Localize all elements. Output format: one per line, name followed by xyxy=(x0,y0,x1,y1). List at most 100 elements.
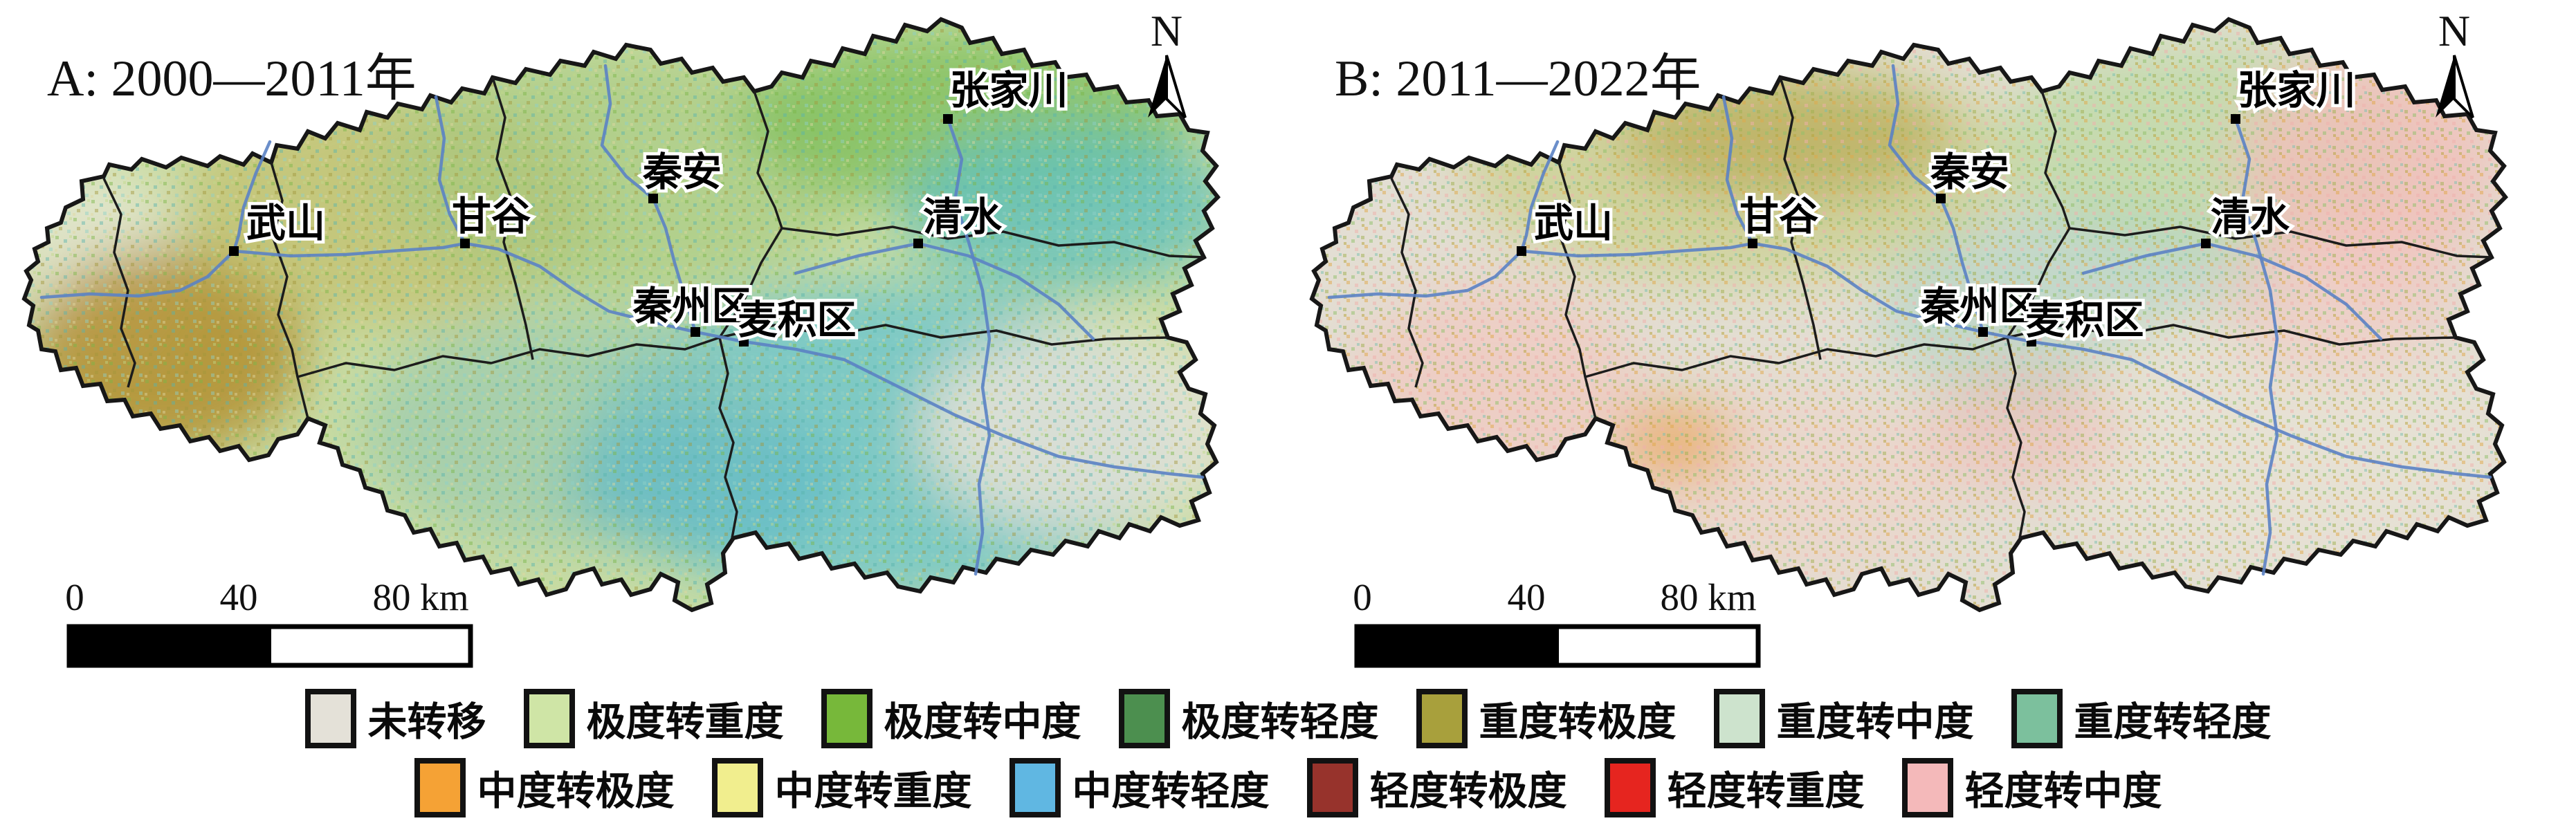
city-markers-a: 武山 甘谷 秦安 张家川 清水 秦州区 麦积区 xyxy=(229,66,1071,346)
city-dot-qinan xyxy=(1936,194,1946,203)
legend-label: 轻度转重度 xyxy=(1667,770,1865,813)
legend-swatch xyxy=(1009,758,1061,817)
city-dot-qinan xyxy=(648,194,658,203)
north-arrow-a: N xyxy=(1148,6,1187,119)
legend-item: 中度转轻度 xyxy=(1009,758,1270,817)
city-markers-b: 武山 甘谷 秦安 张家川 清水 秦州区 麦积区 xyxy=(1517,66,2359,346)
scale-tick-80: 80 km xyxy=(372,576,468,618)
panel-b-title: B: 2011—2022年 xyxy=(1335,50,1701,107)
legend-swatch xyxy=(2011,689,2063,748)
scale-tick-0: 0 xyxy=(1353,576,1372,618)
rivers-a xyxy=(39,64,1205,576)
scale-bar-black-segment xyxy=(1357,627,1559,665)
legend-swatch xyxy=(1901,758,1953,817)
legend-swatch xyxy=(1118,689,1170,748)
north-arrow-b: N xyxy=(2436,6,2474,119)
city-label-qinan: 秦安 xyxy=(1930,151,2009,194)
legend-label: 极度转重度 xyxy=(586,701,784,744)
north-label: N xyxy=(2438,6,2470,55)
panel-a-title: A: 2000—2011年 xyxy=(47,50,417,107)
scale-bar-a: 0 40 80 km xyxy=(65,576,473,668)
city-dot-gangu xyxy=(1748,239,1757,248)
legend-item: 重度转中度 xyxy=(1713,689,1974,748)
legend-label: 中度转轻度 xyxy=(1072,770,1270,813)
north-arrow-right-half xyxy=(1165,55,1187,119)
legend-item: 重度转极度 xyxy=(1416,689,1677,748)
legend-label: 中度转重度 xyxy=(774,770,972,813)
city-label-gangu: 甘谷 xyxy=(1739,195,1818,239)
city-label-maiji: 麦积区 xyxy=(2026,299,2144,342)
city-dot-qingshui xyxy=(913,239,923,248)
legend: 未转移 极度转重度 极度转中度 极度转轻度 重度转极度 重度转中度 重度转轻度 xyxy=(0,674,2576,832)
legend-item: 轻度转极度 xyxy=(1306,758,1567,817)
legend-label: 轻度转极度 xyxy=(1369,770,1567,813)
city-dot-gangu xyxy=(460,239,470,248)
legend-item: 极度转中度 xyxy=(821,689,1081,748)
city-label-wushan: 武山 xyxy=(1534,202,1613,246)
legend-swatch xyxy=(821,689,873,748)
legend-item: 未转移 xyxy=(304,689,486,748)
legend-label: 极度转中度 xyxy=(884,701,1081,744)
legend-swatch xyxy=(304,689,356,748)
city-dot-maiji xyxy=(739,337,749,346)
city-dot-qinzhou xyxy=(1978,327,1988,337)
city-label-wushan: 武山 xyxy=(246,202,325,246)
legend-item: 极度转轻度 xyxy=(1118,689,1379,748)
legend-item: 极度转重度 xyxy=(523,689,784,748)
scale-tick-40: 40 xyxy=(1508,576,1546,618)
legend-swatch xyxy=(1604,758,1656,817)
legend-item: 中度转极度 xyxy=(414,758,675,817)
city-label-gangu: 甘谷 xyxy=(452,195,531,239)
scale-tick-80: 80 km xyxy=(1660,576,1756,618)
legend-item: 中度转重度 xyxy=(711,758,972,817)
legend-item: 轻度转中度 xyxy=(1901,758,2162,817)
legend-swatch xyxy=(414,758,466,817)
city-label-qinan: 秦安 xyxy=(642,151,722,194)
scale-tick-0: 0 xyxy=(65,576,84,618)
legend-swatch xyxy=(1416,689,1468,748)
map-texture-a xyxy=(24,19,1218,610)
legend-item: 重度转轻度 xyxy=(2011,689,2272,748)
scale-bar-black-segment xyxy=(69,627,271,665)
city-dot-maiji xyxy=(2027,337,2036,346)
north-arrow-left-half xyxy=(2436,55,2454,118)
city-dot-qingshui xyxy=(2201,239,2211,248)
legend-label: 轻度转中度 xyxy=(1964,770,2162,813)
legend-label: 重度转轻度 xyxy=(2074,701,2272,744)
north-label: N xyxy=(1151,6,1182,55)
city-label-zhangjiachuan: 张家川 xyxy=(950,69,1068,113)
north-arrow-right-half xyxy=(2453,55,2474,119)
city-dot-wushan xyxy=(1517,246,1526,256)
city-label-qingshui: 清水 xyxy=(2211,196,2290,239)
city-dot-zhangjiachuan xyxy=(2231,114,2240,124)
scale-bar-b: 0 40 80 km xyxy=(1353,576,1761,668)
map-panel-b: 武山 甘谷 秦安 张家川 清水 秦州区 麦积区 B: 2011—2022年 N … xyxy=(1288,6,2576,668)
legend-swatch xyxy=(523,689,575,748)
city-label-qinzhou: 秦州区 xyxy=(1920,285,2039,329)
legend-swatch xyxy=(711,758,763,817)
legend-swatch xyxy=(1306,758,1358,817)
city-label-maiji: 麦积区 xyxy=(738,299,857,342)
legend-label: 重度转极度 xyxy=(1479,701,1677,744)
scale-bar-border xyxy=(1354,624,1761,668)
city-label-qingshui: 清水 xyxy=(923,196,1003,239)
legend-label: 未转移 xyxy=(367,701,486,744)
scale-tick-40: 40 xyxy=(220,576,258,618)
legend-row-2: 中度转极度 中度转重度 中度转轻度 轻度转极度 轻度转重度 轻度转中度 xyxy=(0,753,2576,822)
legend-label: 中度转极度 xyxy=(477,770,675,813)
city-dot-qinzhou xyxy=(691,327,700,337)
district-boundaries-a xyxy=(102,77,1205,539)
map-panel-a: 武山 甘谷 秦安 张家川 清水 秦州区 麦积区 A: 2000—2011年 N … xyxy=(0,6,1288,668)
city-dot-wushan xyxy=(229,246,239,256)
legend-label: 重度转中度 xyxy=(1776,701,1974,744)
legend-item: 轻度转重度 xyxy=(1604,758,1865,817)
city-label-zhangjiachuan: 张家川 xyxy=(2238,69,2356,113)
scale-bar-border xyxy=(66,624,473,668)
district-boundaries-b xyxy=(1390,77,2492,539)
city-label-qinzhou: 秦州区 xyxy=(632,285,751,329)
city-dot-zhangjiachuan xyxy=(943,114,953,124)
north-arrow-left-half xyxy=(1148,55,1167,118)
legend-row-1: 未转移 极度转重度 极度转中度 极度转轻度 重度转极度 重度转中度 重度转轻度 xyxy=(0,684,2576,753)
legend-swatch xyxy=(1713,689,1765,748)
